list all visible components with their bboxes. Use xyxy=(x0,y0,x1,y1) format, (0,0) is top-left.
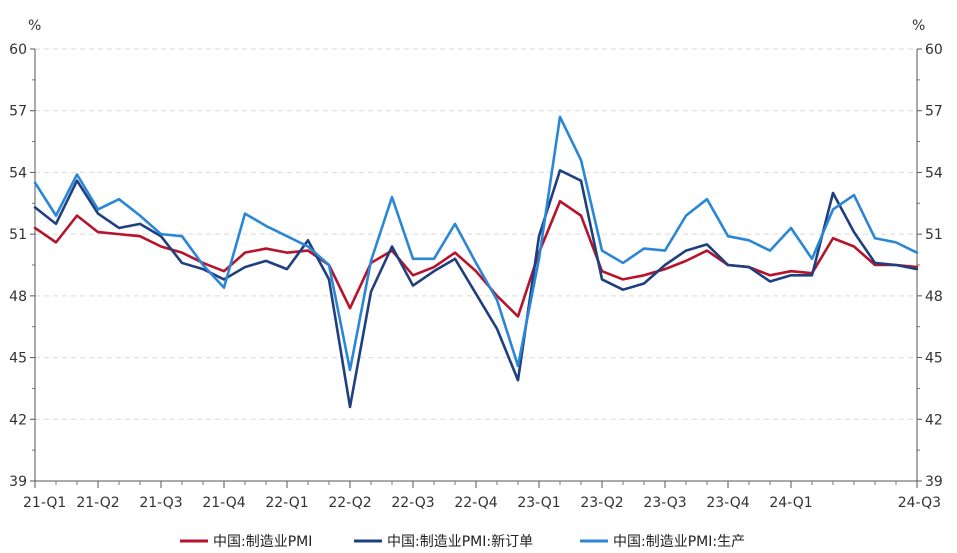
y-tick-label-right: 51 xyxy=(925,227,943,243)
y-tick-label-right: 42 xyxy=(925,412,943,428)
x-tick-label: 21-Q1 xyxy=(23,495,66,511)
y-tick-label-left: 51 xyxy=(9,227,27,243)
legend-label-1: 中国:制造业PMI xyxy=(213,534,312,550)
y-tick-label-left: 57 xyxy=(9,104,27,120)
x-tick-label: 22-Q2 xyxy=(328,495,371,511)
axis-layer: 39 39 42 42 45 45 48 48 51 51 54 54 57 57 60 60% % 21-Q1 2… xyxy=(9,18,943,511)
series-line-2 xyxy=(33,169,919,409)
x-tick-label: 23-Q3 xyxy=(643,495,686,511)
x-tick-label: 21-Q3 xyxy=(139,495,182,511)
y-tick-label-left: 54 xyxy=(9,165,27,181)
y-tick-label-left: 42 xyxy=(9,412,27,428)
y-tick-label-right: 45 xyxy=(925,351,943,367)
y-tick-label-right: 54 xyxy=(925,165,943,181)
x-tick-label: 22-Q3 xyxy=(391,495,434,511)
x-tick-label: 23-Q2 xyxy=(580,495,623,511)
legend: 中国:制造业PMI 中国:制造业PMI:新订单 中国:制造业PMI:生产 xyxy=(180,534,745,550)
x-tick-label: 21-Q2 xyxy=(76,495,119,511)
x-tick-label: 21-Q4 xyxy=(202,495,245,511)
series-layer xyxy=(33,115,919,409)
x-tick-label: 24-Q3 xyxy=(898,495,941,511)
x-tick-label: 24-Q1 xyxy=(769,495,812,511)
x-tick-label: 23-Q4 xyxy=(706,495,749,511)
y-tick-label-left: 39 xyxy=(9,474,27,490)
y-tick-label-right: 39 xyxy=(925,474,943,490)
y-tick-label-left: 60 xyxy=(9,42,27,58)
x-tick-label: 22-Q4 xyxy=(454,495,497,511)
y-unit-right: % xyxy=(912,18,925,34)
y-unit-left: % xyxy=(28,18,41,34)
x-tick-label: 22-Q1 xyxy=(265,495,308,511)
y-tick-label-right: 48 xyxy=(925,289,943,305)
legend-label-3: 中国:制造业PMI:生产 xyxy=(613,534,745,550)
y-tick-label-right: 57 xyxy=(925,104,943,120)
x-tick-label: 23-Q1 xyxy=(517,495,560,511)
legend-label-2: 中国:制造业PMI:新订单 xyxy=(387,534,533,550)
series-line-1 xyxy=(33,199,919,318)
y-tick-label-right: 60 xyxy=(925,42,943,58)
y-tick-label-left: 48 xyxy=(9,289,27,305)
y-tick-label-left: 45 xyxy=(9,351,27,367)
